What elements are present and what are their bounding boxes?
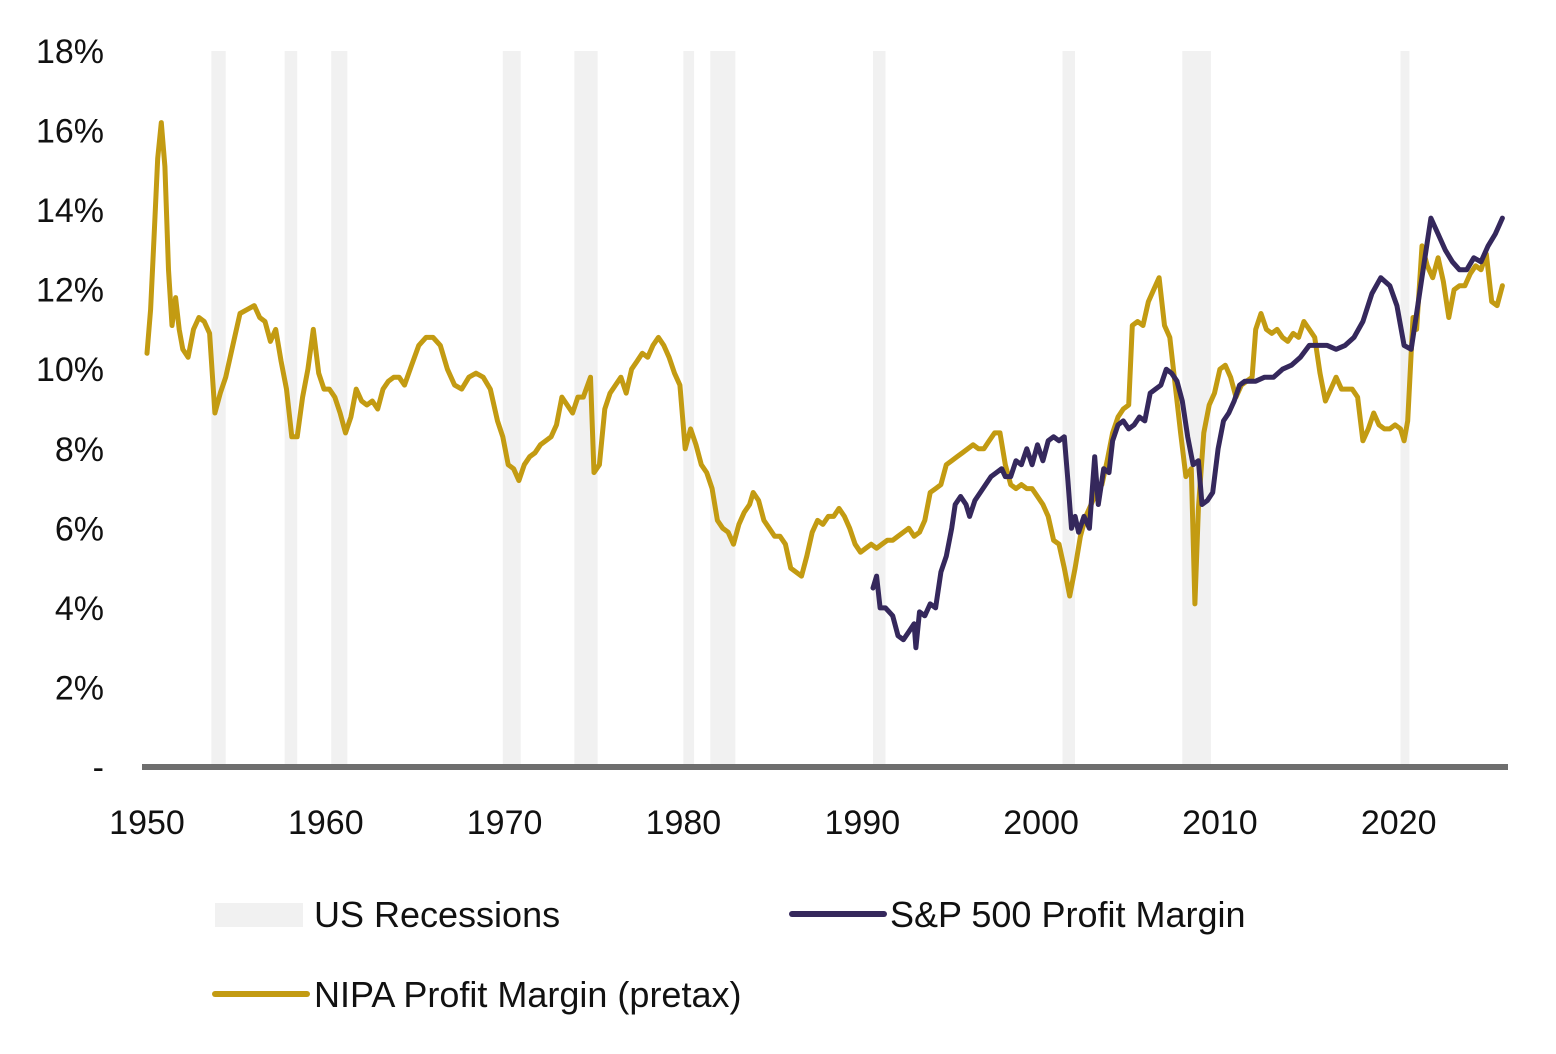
x-tick-label: 2010 (1182, 804, 1258, 842)
recession-band (502, 51, 521, 767)
x-tick-label: 1980 (646, 804, 722, 842)
y-tick-label: 8% (55, 431, 104, 469)
x-tick-label: 2020 (1361, 804, 1437, 842)
series-line-sp500 (870, 215, 1505, 651)
x-tick-label: 1950 (109, 804, 185, 842)
series-lines (144, 120, 1505, 651)
y-tick-label: 18% (36, 33, 104, 71)
y-tick-label: 14% (36, 192, 104, 230)
recession-band (1062, 51, 1075, 767)
x-tick-label: 1970 (467, 804, 543, 842)
y-tick-label: - (93, 749, 104, 787)
recession-band (1400, 51, 1410, 767)
x-tick-label: 2000 (1003, 804, 1079, 842)
y-tick-label: 10% (36, 351, 104, 389)
y-tick-label: 12% (36, 272, 104, 310)
legend-label-us-recessions: US Recessions (314, 894, 560, 935)
y-tick-label: 2% (55, 669, 104, 707)
y-axis-tick-labels: - 2% 4% 6% 8% 10% 12% 14% 16% 18% (36, 33, 104, 787)
recession-band (683, 51, 695, 767)
recession-band (710, 51, 736, 767)
legend-swatch-us-recessions (215, 903, 303, 927)
y-tick-label: 4% (55, 590, 104, 628)
recession-band (574, 51, 598, 767)
recession-band (873, 51, 886, 767)
x-tick-label: 1990 (824, 804, 900, 842)
legend: US Recessions S&P 500 Profit Margin NIPA… (212, 894, 1246, 1015)
legend-label-nipa: NIPA Profit Margin (pretax) (314, 974, 741, 1015)
x-axis-tick-labels: 1950 1960 1970 1980 1990 2000 2010 2020 (109, 804, 1436, 842)
series-line-nipa (144, 120, 1505, 607)
legend-label-sp500: S&P 500 Profit Margin (890, 894, 1246, 935)
x-tick-label: 1960 (288, 804, 364, 842)
y-tick-label: 16% (36, 113, 104, 151)
y-tick-label: 6% (55, 510, 104, 548)
